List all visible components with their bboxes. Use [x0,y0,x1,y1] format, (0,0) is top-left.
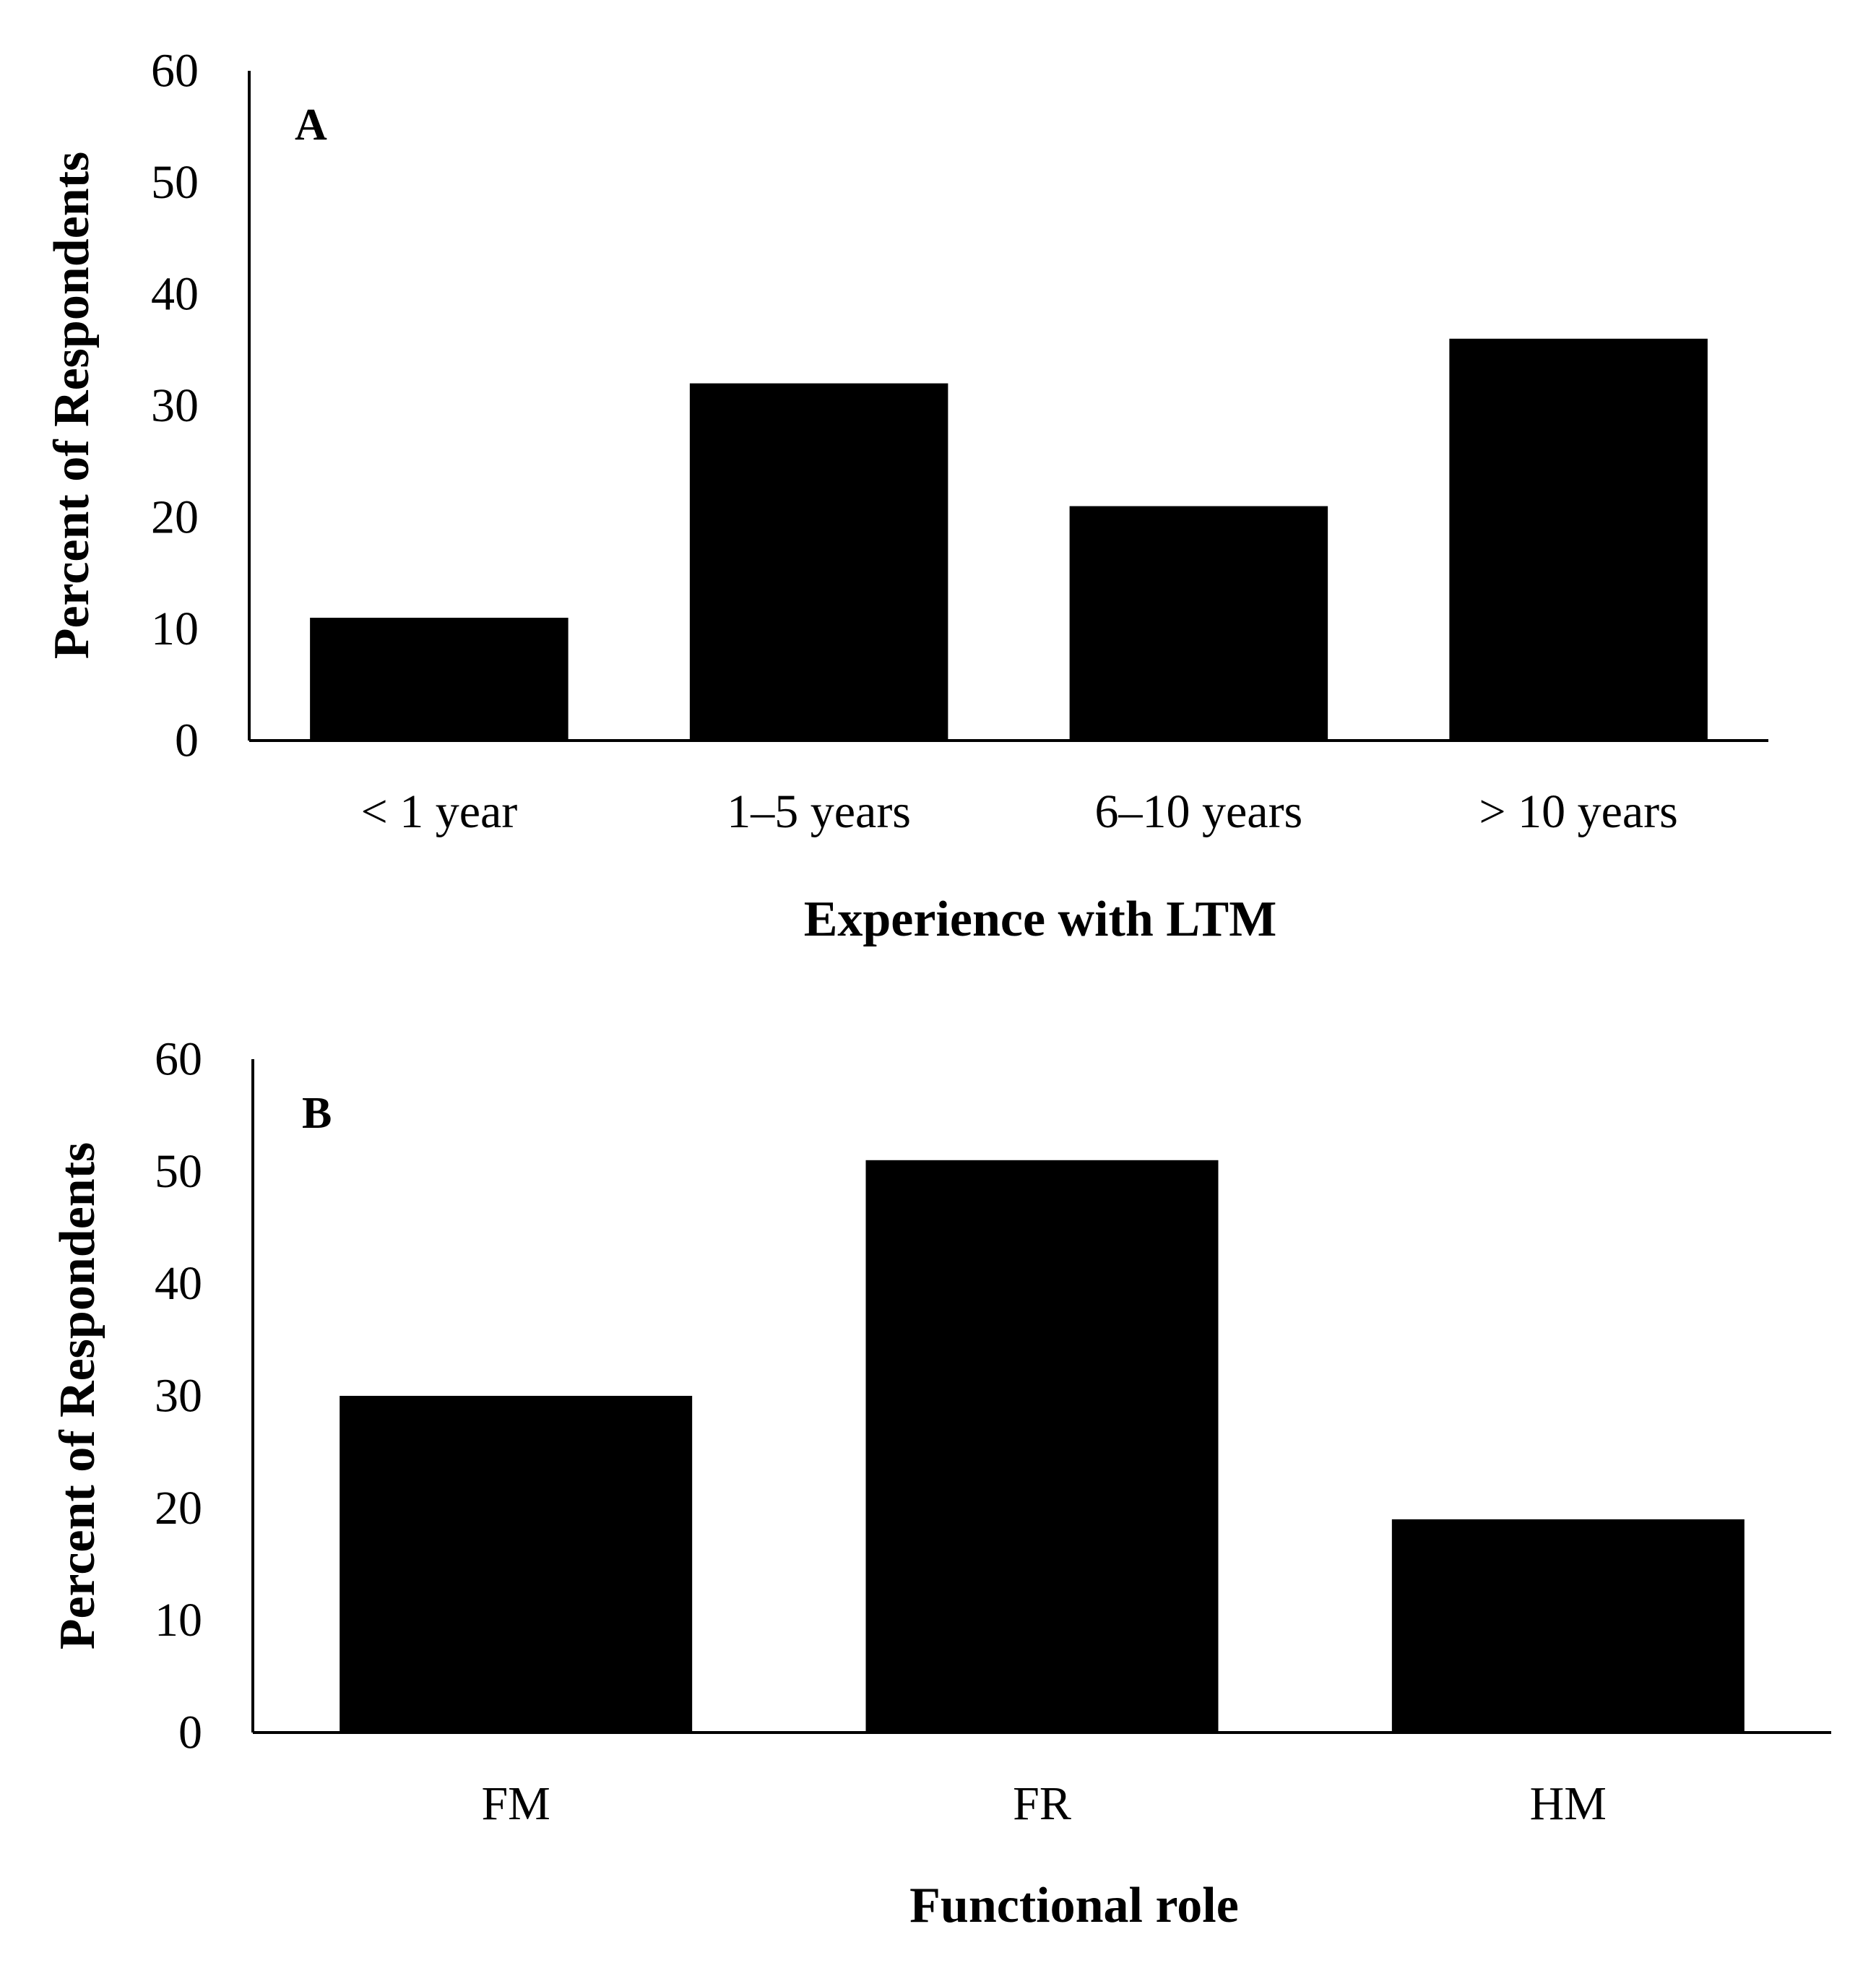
x-tick-label: 1–5 years [727,785,911,838]
y-tick-label: 50 [151,156,199,209]
y-axis-title: Percent of Respondents [50,1142,105,1650]
panel-label: A [295,100,327,150]
y-tick-label: 60 [155,1033,202,1086]
y-axis-title: Percent of Respondents [44,152,100,660]
y-tick-label: 20 [151,491,199,544]
bars-group [340,1160,1745,1733]
chart-panel-b: 0 10 20 30 40 50 60 FM FR HM B Percent of Respon… [50,1033,1831,1933]
x-tick-label: > 10 years [1479,785,1677,838]
bar-6-10-years [1069,506,1328,741]
bar-fm [340,1396,693,1733]
y-tick-labels: 0 10 20 30 40 50 60 [151,45,199,767]
y-tick-label: 0 [178,1707,202,1759]
x-axis-title: Experience with LTM [804,892,1277,947]
bar-fr [865,1160,1219,1733]
y-tick-label: 30 [155,1370,202,1423]
panel-label: B [302,1089,332,1138]
y-tick-label: 50 [155,1145,202,1198]
x-tick-labels: < 1 year 1–5 years 6–10 years > 10 years [360,785,1677,838]
bars-group [310,338,1708,741]
y-tick-labels: 0 10 20 30 40 50 60 [155,1033,202,1759]
x-tick-label: FM [481,1777,550,1830]
x-tick-labels: FM FR HM [481,1777,1607,1830]
y-tick-label: 30 [151,379,199,432]
chart-panel-a: 0 10 20 30 40 50 60 < 1 year 1–5 years 6–10 year… [44,45,1768,947]
x-tick-label: < 1 year [360,785,517,838]
bar-10-years [1449,338,1708,741]
bar-1-5-years [689,383,948,741]
y-tick-label: 10 [151,603,199,655]
bar-1-year [310,618,569,741]
y-tick-label: 40 [151,268,199,321]
y-tick-label: 20 [155,1482,202,1535]
y-tick-label: 0 [175,715,199,767]
x-axis-title: Functional role [909,1878,1239,1933]
x-tick-label: 6–10 years [1094,785,1302,838]
bar-hm [1391,1519,1745,1733]
y-tick-label: 40 [155,1257,202,1310]
y-tick-label: 60 [151,45,199,98]
x-tick-label: HM [1530,1777,1607,1830]
y-tick-label: 10 [155,1594,202,1647]
x-tick-label: FR [1013,1777,1071,1830]
